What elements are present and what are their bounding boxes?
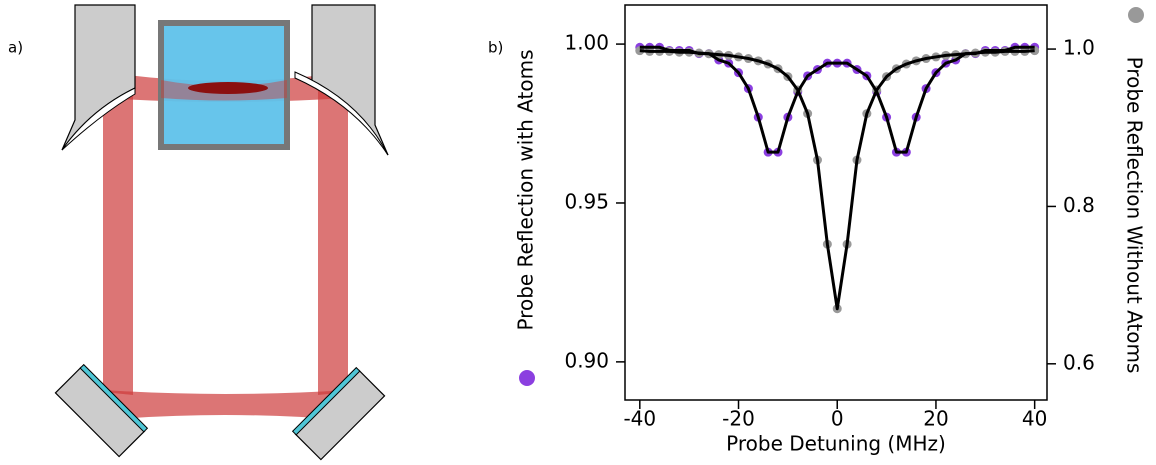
legend-marker <box>1128 7 1144 23</box>
panel-label: a) <box>8 39 23 57</box>
beam-right <box>318 85 348 395</box>
x-tick-label: 20 <box>923 407 948 431</box>
mirror-coating <box>294 71 389 156</box>
x-tick-label: 0 <box>831 407 844 431</box>
x-tick-label: -40 <box>623 407 656 431</box>
fit-line <box>639 49 1035 311</box>
y-tick-label: 0.95 <box>564 189 609 213</box>
panel-label: b) <box>488 39 503 57</box>
fit-line <box>639 45 1035 154</box>
y2-axis-title: Probe Reflection Without Atoms <box>1123 57 1147 374</box>
mirror <box>291 366 386 461</box>
beam-left <box>103 85 133 395</box>
x-tick-label: 40 <box>1022 407 1047 431</box>
y2-tick-label: 0.8 <box>1063 193 1095 217</box>
y-tick-label: 1.00 <box>564 31 609 55</box>
legend-marker <box>519 370 535 386</box>
mirror <box>54 363 149 458</box>
y-tick-label: 0.90 <box>564 348 609 372</box>
atom-cloud <box>188 82 268 94</box>
y2-tick-label: 0.6 <box>1063 350 1095 374</box>
x-axis-title: Probe Detuning (MHz) <box>726 432 946 456</box>
y2-tick-label: 1.0 <box>1063 36 1095 60</box>
x-tick-label: -20 <box>722 407 755 431</box>
mirror-coating <box>61 87 136 151</box>
plot-frame <box>624 4 1048 401</box>
y-axis-title: Probe Reflection with Atoms <box>514 49 538 330</box>
cavity-diagram: a) <box>8 4 389 461</box>
beam-bottom <box>103 390 348 420</box>
